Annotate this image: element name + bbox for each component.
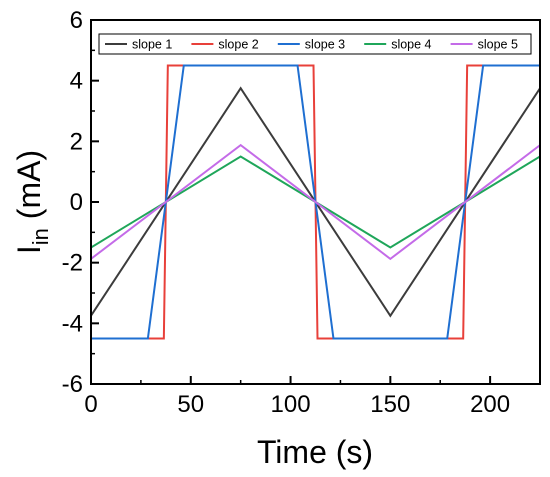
legend-label-4: slope 4 — [391, 38, 431, 52]
y-tick-label: -4 — [62, 310, 83, 337]
x-tick-label: 50 — [177, 391, 204, 418]
y-axis-title-unit: (mA) — [11, 150, 47, 228]
y-tick-label: 2 — [70, 128, 83, 155]
y-tick-label: -6 — [62, 371, 83, 398]
x-tick-label: 100 — [271, 391, 311, 418]
y-tick-label: 4 — [70, 68, 83, 95]
legend-label-1: slope 1 — [132, 38, 172, 52]
y-axis-title: Iin (mA) — [11, 150, 53, 254]
legend-label-2: slope 2 — [218, 38, 258, 52]
x-axis-title: Time (s) — [257, 434, 373, 470]
series-layer — [91, 64, 540, 340]
legend-label-3: slope 3 — [305, 38, 345, 52]
x-tick-label: 150 — [370, 391, 410, 418]
y-tick-label: 6 — [70, 7, 83, 34]
y-tick-label: 0 — [70, 189, 83, 216]
series-line-5 — [91, 143, 540, 261]
legend: slope 1 slope 2 slope 3 slope 4 slope 5 — [98, 33, 532, 55]
legend-label-5: slope 5 — [478, 38, 518, 52]
ticks-layer: 0 50 100 150 200 -6 -4 -2 0 2 4 6 — [62, 7, 510, 418]
x-tick-label: 200 — [470, 391, 510, 418]
y-axis-title-subscript: in — [28, 228, 53, 245]
x-tick-label: 0 — [84, 391, 97, 418]
y-tick-label: -2 — [62, 250, 83, 277]
y-axis-title-base: I — [11, 245, 47, 254]
legend-box — [98, 33, 532, 55]
